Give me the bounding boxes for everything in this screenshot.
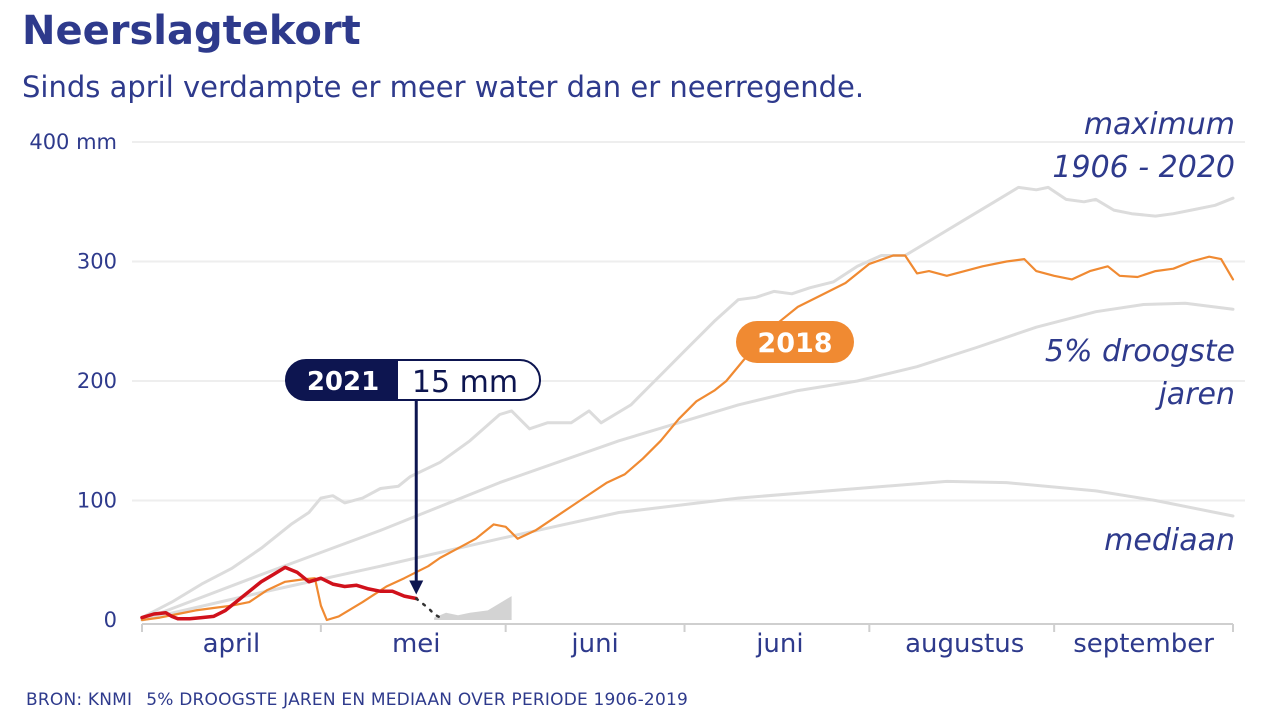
series-line-maximum [140,185,1235,620]
y-axis: 0 100 200 300 400 mm [29,130,117,632]
series-line-y2021 [140,565,418,621]
series-lines [140,185,1235,622]
grid [132,141,1245,502]
x-tick-label: april [203,629,261,659]
series-line-forecast_dotted [414,597,442,619]
source-line: BRON: KNMI 5% DROOGSTE JAREN EN MEDIAAN O… [26,690,702,710]
chart-title: Neerslagtekort [22,8,361,54]
label-p5: 5% droogste jaren [1045,334,1235,412]
series-line-median [140,479,1235,622]
x-tick-label: juni [755,629,803,659]
x-axis-labels: april mei juni juni augustus september [203,629,1215,659]
y-tick-label: 200 [77,369,117,393]
callout-2021-arrowhead [409,580,424,595]
x-tick-label: mei [392,629,441,659]
forecast-band [434,596,512,620]
callout-2021-value: 15 mm [412,365,518,400]
y-tick-label: 0 [104,608,117,632]
series-line-p5 [140,301,1235,622]
badge-2018-bg [736,321,854,363]
badge-2018-label: 2018 [757,328,832,359]
chart-subtitle: Sinds april verdampte er meer water dan … [22,70,865,104]
label-maximum: maximum 1906 - 2020 [1052,107,1235,185]
y-tick-label: 300 [77,250,117,274]
x-axis [141,623,1234,632]
badge-2018: 2018 [736,321,854,363]
source-text: BRON: KNMI [26,690,133,710]
callout-2021-year: 2021 [307,367,379,397]
x-tick-label: september [1073,629,1214,659]
forecast-area [434,596,512,620]
x-tick-label: augustus [905,629,1024,659]
source-note: 5% DROOGSTE JAREN EN MEDIAAN OVER PERIOD… [146,690,688,710]
label-median: mediaan [1104,523,1235,558]
callout-2021-badge [286,360,398,400]
series-line-y2018 [140,254,1235,622]
y-tick-label: 100 [77,489,117,513]
x-tick-label: juni [570,629,618,659]
annotations: maximum 1906 - 2020 5% droogste jaren mediaa… [285,107,1235,595]
callout-2021: 2021 15 mm [285,359,541,595]
y-tick-label: 400 mm [29,130,117,154]
